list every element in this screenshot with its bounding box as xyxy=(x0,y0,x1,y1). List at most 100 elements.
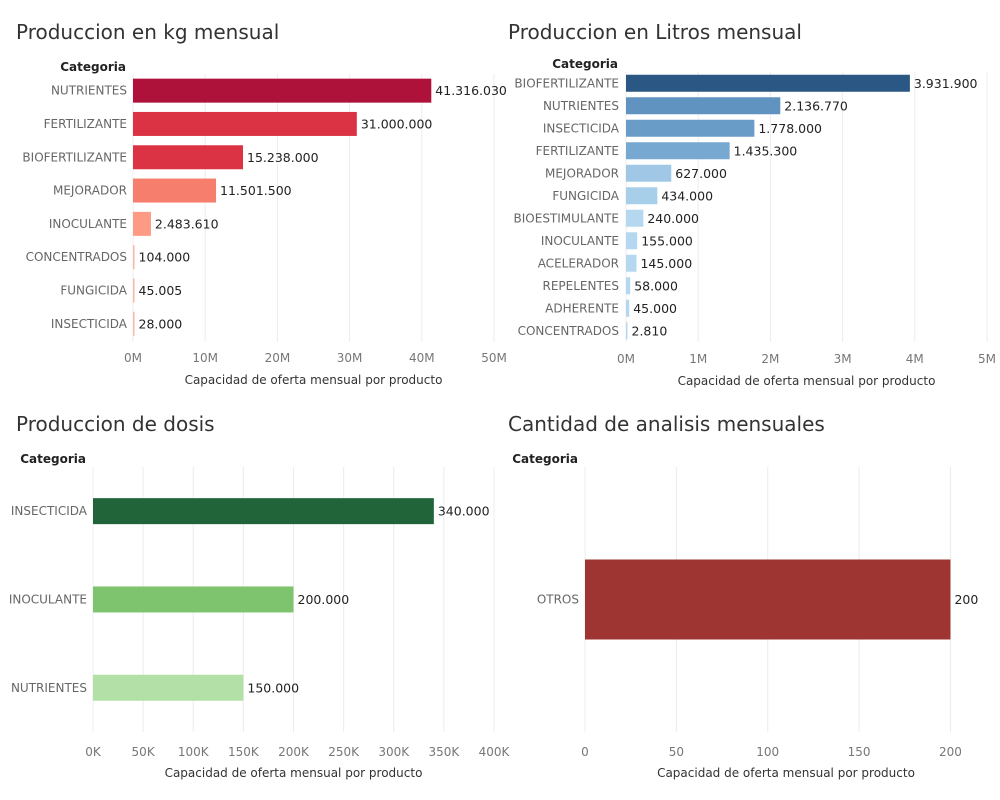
bar-adherente xyxy=(626,299,630,317)
category-label: INOCULANTE xyxy=(541,234,619,248)
category-label: INOCULANTE xyxy=(9,592,87,606)
category-label: MEJORADOR xyxy=(53,184,127,198)
x-tick-label: 150 xyxy=(848,745,871,759)
category-label: MEJORADOR xyxy=(545,166,619,180)
value-label: 434.000 xyxy=(661,188,713,203)
bar-chart-kg: Categoria NUTRIENTES 41.316.030 FERTILIZANT… xyxy=(22,60,506,387)
category-label: FUNGICIDA xyxy=(60,283,127,297)
bar-bioestimulante xyxy=(626,209,644,227)
category-label: CONCENTRADOS xyxy=(26,250,127,264)
bar-nutrientes xyxy=(133,78,432,103)
value-label: 145.000 xyxy=(640,256,692,271)
bar-concentrados xyxy=(133,245,135,270)
value-label: 28.000 xyxy=(139,316,183,331)
value-label: 11.501.500 xyxy=(220,183,292,198)
category-label: FERTILIZANTE xyxy=(44,117,127,131)
category-label: FUNGICIDA xyxy=(552,189,619,203)
bar-inoculante xyxy=(626,232,638,250)
bar-concentrados xyxy=(626,322,628,340)
category-label: BIOFERTILIZANTE xyxy=(514,76,619,90)
chart-title: Produccion en Litros mensual xyxy=(508,20,802,44)
value-label: 340.000 xyxy=(438,504,490,519)
category-label: CONCENTRADOS xyxy=(518,324,619,338)
bar-acelerador xyxy=(626,254,637,272)
x-axis-title: Capacidad de oferta mensual por producto xyxy=(165,766,423,780)
chart-title: Produccion en kg mensual xyxy=(16,20,280,44)
x-tick-label: 100 xyxy=(756,745,779,759)
x-axis-title: Capacidad de oferta mensual por producto xyxy=(678,374,936,388)
category-label: NUTRIENTES xyxy=(11,681,87,695)
category-header: Categoria xyxy=(552,57,618,71)
x-tick-label: 250K xyxy=(328,745,360,759)
value-label: 2.810 xyxy=(632,323,668,338)
bar-inoculante xyxy=(133,211,151,236)
bar-insecticida xyxy=(93,498,434,525)
category-label: INSECTICIDA xyxy=(11,504,88,518)
x-tick-label: 300K xyxy=(378,745,410,759)
category-label: NUTRIENTES xyxy=(543,99,619,113)
category-label: INSECTICIDA xyxy=(51,317,128,331)
bar-fungicida xyxy=(626,187,658,205)
bar-nutrientes xyxy=(626,97,781,115)
bar-biofertilizante xyxy=(133,145,244,170)
category-header: Categoria xyxy=(512,452,578,466)
bar-mejorador xyxy=(133,178,217,203)
x-axis-title: Capacidad de oferta mensual por producto xyxy=(657,766,915,780)
bar-chart-analisis: Categoria OTROS 200 0 50 100 150 200 Capacidad d… xyxy=(512,452,978,780)
x-tick-label: 0 xyxy=(581,745,589,759)
value-label: 1.778.000 xyxy=(758,121,822,136)
bar-fertilizante xyxy=(133,111,357,136)
bar-nutrientes xyxy=(93,674,244,701)
value-label: 2.483.610 xyxy=(155,216,219,231)
category-label: INOCULANTE xyxy=(49,217,127,231)
chart-title: Produccion de dosis xyxy=(16,412,215,436)
category-label: REPELENTES xyxy=(542,279,619,293)
x-tick-label: 0K xyxy=(85,745,102,759)
bar-chart-dosis: Categoria INSECTICIDA 340.000 INOCULANTE 200… xyxy=(9,452,511,780)
value-label: 41.316.030 xyxy=(435,83,507,98)
bar-fungicida xyxy=(133,278,135,303)
chart-panel-dosis: Produccion de dosis Categoria INSECTICIDA… xyxy=(0,400,511,800)
value-label: 45.000 xyxy=(633,301,677,316)
x-tick-label: 200K xyxy=(278,745,310,759)
category-label: OTROS xyxy=(537,593,579,607)
bar-biofertilizante xyxy=(626,74,910,92)
value-label: 1.435.300 xyxy=(734,143,798,158)
category-header: Categoria xyxy=(60,60,126,74)
x-tick-label: 0M xyxy=(124,351,142,365)
category-label: BIOESTIMULANTE xyxy=(514,211,619,225)
value-label: 240.000 xyxy=(647,211,699,226)
bar-insecticida xyxy=(133,311,135,336)
x-tick-label: 200 xyxy=(939,745,962,759)
value-label: 45.005 xyxy=(139,283,183,298)
x-tick-label: 350K xyxy=(428,745,460,759)
bar-inoculante xyxy=(93,586,294,613)
bar-insecticida xyxy=(626,119,755,137)
value-label: 155.000 xyxy=(641,233,693,248)
chart-title: Cantidad de analisis mensuales xyxy=(508,412,825,436)
x-tick-label: 2M xyxy=(761,352,779,366)
chart-panel-kg: Produccion en kg mensual Categoria NUTRIE… xyxy=(0,0,507,400)
x-tick-label: 1M xyxy=(689,352,707,366)
x-tick-label: 0M xyxy=(617,352,635,366)
bar-chart-litros: Categoria BIOFERTILIZANTE 3.931.900 NUTRIEN… xyxy=(514,57,996,388)
bar-mejorador xyxy=(626,164,672,182)
x-axis-title: Capacidad de oferta mensual por producto xyxy=(185,373,443,387)
value-label: 627.000 xyxy=(675,166,727,181)
x-tick-label: 5M xyxy=(978,352,996,366)
x-tick-label: 100K xyxy=(178,745,210,759)
x-tick-label: 50K xyxy=(132,745,156,759)
x-tick-label: 30M xyxy=(337,351,363,365)
category-label: ADHERENTE xyxy=(545,301,619,315)
bar-otros xyxy=(585,559,951,640)
x-tick-label: 3M xyxy=(834,352,852,366)
value-label: 150.000 xyxy=(247,680,299,695)
x-tick-label: 4M xyxy=(906,352,924,366)
category-label: NUTRIENTES xyxy=(51,84,127,98)
value-label: 58.000 xyxy=(634,278,678,293)
bar-fertilizante xyxy=(626,142,730,160)
category-label: BIOFERTILIZANTE xyxy=(22,150,127,164)
chart-panel-analisis: Cantidad de analisis mensuales Categoria… xyxy=(500,400,1000,800)
chart-panel-litros: Produccion en Litros mensual Categoria BI… xyxy=(500,0,1000,400)
value-label: 15.238.000 xyxy=(247,150,319,165)
